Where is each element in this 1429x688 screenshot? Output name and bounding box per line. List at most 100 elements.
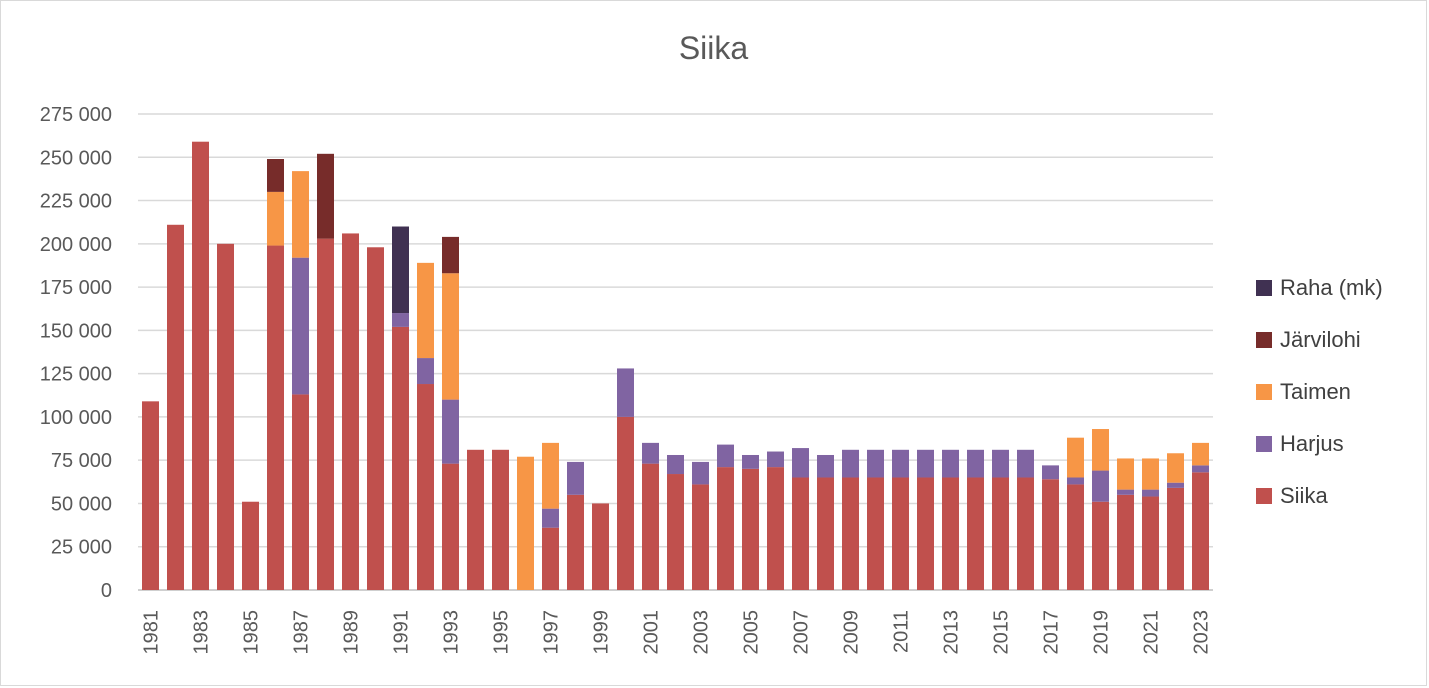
bar-segment [417,358,434,385]
bar-segment [792,477,809,590]
y-tick-label: 150 000 [40,320,112,342]
bar-segment [642,463,659,590]
bar-segment [842,449,859,478]
x-tick-label: 1983 [191,610,213,655]
x-tick-label: 2005 [741,610,763,655]
bars [142,141,1209,591]
x-tick-label: 2019 [1091,610,1113,655]
x-tick-label: 1995 [491,610,513,655]
bar-segment [517,456,534,590]
legend-swatch [1256,436,1272,452]
x-tick-label: 1999 [591,610,613,655]
y-tick-label: 50 000 [51,493,112,515]
bar-segment [417,384,434,590]
bar-segment [592,503,609,590]
bar-segment [917,449,934,478]
y-tick-label: 175 000 [40,277,112,299]
legend-label: Siika [1280,483,1328,508]
legend-item: Taimen [1256,366,1383,418]
bar-segment [842,477,859,590]
bar-segment [667,474,684,590]
bar-segment [392,326,409,590]
bar-segment [767,467,784,590]
x-tick-label: 2015 [991,610,1013,655]
bar-segment [442,236,459,274]
x-tick-label: 2013 [941,610,963,655]
bar-segment [1067,437,1084,478]
bar-segment [1067,477,1084,485]
legend-label: Harjus [1280,431,1344,456]
bar-segment [1117,458,1134,490]
bar-segment [1042,465,1059,480]
bar-segment [442,273,459,400]
bar-segment [1092,429,1109,471]
legend-item: Raha (mk) [1256,262,1383,314]
y-tick-label: 200 000 [40,234,112,256]
bar-segment [617,368,634,417]
bar-segment [742,454,759,469]
bar-segment [242,501,259,590]
bar-segment [967,449,984,478]
bar-segment [967,477,984,590]
bar-segment [292,394,309,590]
bar-segment [1092,470,1109,502]
bar-segment [567,461,584,495]
bar-segment [417,262,434,359]
bar-segment [1017,477,1034,590]
bar-segment [317,153,334,239]
bar-segment [492,449,509,590]
legend-item: Järvilohi [1256,314,1383,366]
bar-segment [1142,458,1159,490]
x-tick-label: 2011 [891,610,913,653]
x-tick-label: 1993 [441,610,463,655]
bar-segment [542,508,559,528]
bar-segment [617,416,634,590]
bar-segment [567,494,584,590]
legend-swatch [1256,384,1272,400]
y-tick-label: 100 000 [40,407,112,429]
bar-segment [642,442,659,464]
bar-segment [142,401,159,590]
y-tick-label: 225 000 [40,191,112,213]
bar-segment [917,477,934,590]
x-tick-label: 2009 [841,610,863,655]
y-tick-label: 250 000 [40,147,112,169]
x-tick-label: 2021 [1141,610,1163,655]
legend-swatch [1256,280,1272,296]
legend-label: Taimen [1280,379,1351,404]
x-tick-label: 2007 [791,610,813,655]
bar-segment [1167,482,1184,488]
bar-segment [292,171,309,258]
bar-segment [692,461,709,485]
bar-segment [1167,487,1184,590]
bar-segment [1192,472,1209,590]
y-tick-label: 125 000 [40,364,112,386]
bar-segment [692,484,709,590]
legend-swatch [1256,488,1272,504]
bar-segment [817,477,834,590]
bar-segment [1192,465,1209,473]
bar-segment [392,313,409,327]
x-tick-label: 2017 [1041,610,1063,655]
bar-segment [1142,496,1159,590]
y-tick-label: 75 000 [51,450,112,472]
y-tick-label: 0 [101,580,112,602]
bar-segment [767,451,784,468]
legend-item: Harjus [1256,418,1383,470]
x-tick-label: 1997 [541,610,563,655]
bar-segment [267,159,284,192]
bar-segment [942,449,959,478]
bar-segment [1142,489,1159,497]
bar-segment [1017,449,1034,478]
bar-segment [1067,484,1084,590]
bar-segment [867,477,884,590]
bar-segment [892,477,909,590]
bar-segment [342,233,359,590]
x-tick-label: 1989 [341,610,363,655]
bar-segment [542,527,559,590]
bar-segment [1167,453,1184,483]
bar-segment [442,463,459,590]
bar-segment [267,245,284,591]
bar-segment [267,191,284,246]
